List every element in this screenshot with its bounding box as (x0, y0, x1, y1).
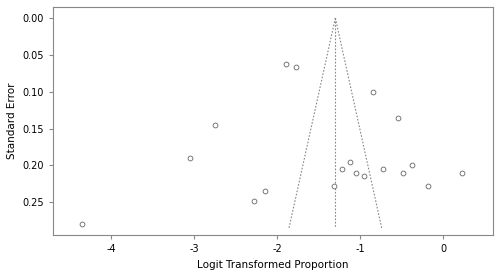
Y-axis label: Standard Error: Standard Error (7, 83, 17, 160)
Point (261, 189, 269, 193)
X-axis label: Logit Transformed Proportion: Logit Transformed Proportion (198, 260, 349, 270)
Point (380, 167, 388, 171)
Point (360, 174, 368, 179)
Point (424, 184, 432, 188)
Point (330, 184, 338, 188)
Point (368, 89, 376, 94)
Point (394, 115, 402, 120)
Point (186, 156, 194, 160)
Point (346, 160, 354, 164)
Point (408, 163, 416, 168)
Point (282, 62, 290, 67)
Point (250, 199, 258, 203)
Point (458, 171, 466, 175)
Point (400, 171, 407, 175)
Point (78, 222, 86, 227)
Point (338, 167, 346, 171)
Point (352, 171, 360, 175)
Point (211, 123, 219, 127)
Point (292, 65, 300, 70)
